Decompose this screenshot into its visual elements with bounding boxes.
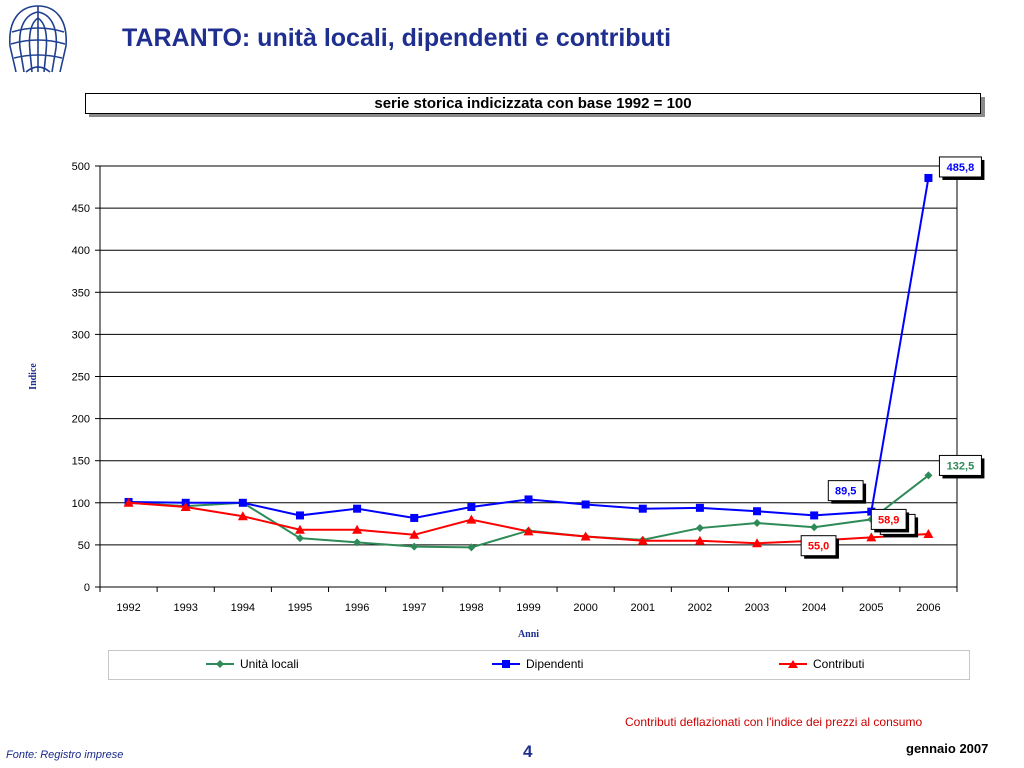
data-point-square bbox=[467, 503, 476, 512]
legend-item-contributi: Contributi bbox=[779, 657, 864, 671]
data-point-diamond bbox=[695, 524, 704, 533]
legend-item-dipendenti: Dipendenti bbox=[492, 657, 583, 671]
data-point-diamond bbox=[295, 534, 304, 543]
data-point-diamond bbox=[353, 538, 362, 547]
x-tick-label: 1997 bbox=[402, 602, 426, 614]
data-point-triangle bbox=[637, 535, 648, 545]
data-point-triangle bbox=[923, 528, 934, 538]
line-chart: 0 50 100 150 200 250 300 350 400 450 500 1992 1993 19… bbox=[28, 156, 985, 640]
chart-legend: Unità locali Dipendenti Contributi bbox=[108, 650, 970, 680]
data-point-square bbox=[581, 500, 590, 509]
data-point-triangle bbox=[694, 535, 705, 545]
data-point-square bbox=[753, 507, 762, 516]
legend-label-dipendenti: Dipendenti bbox=[526, 657, 584, 671]
x-tick-label: 2006 bbox=[916, 602, 940, 614]
legend-triangle-marker-icon bbox=[779, 660, 807, 668]
data-point-triangle bbox=[752, 538, 763, 548]
x-tick-label: 1995 bbox=[288, 602, 312, 614]
data-point-square bbox=[238, 498, 247, 507]
data-point-diamond bbox=[810, 523, 819, 532]
legend-diamond-marker-icon bbox=[206, 660, 234, 668]
x-tick-label: 2002 bbox=[688, 602, 712, 614]
legend-label-unita-locali: Unità locali bbox=[240, 657, 299, 671]
data-label-box bbox=[800, 535, 837, 557]
data-point-triangle bbox=[237, 511, 248, 521]
data-point-triangle bbox=[866, 532, 877, 542]
confindustria-logo-icon bbox=[9, 5, 67, 73]
data-point-diamond bbox=[924, 471, 933, 480]
legend-item-unita-locali: Unità locali bbox=[206, 657, 299, 671]
data-point-triangle bbox=[466, 514, 477, 524]
x-tick-label: 2003 bbox=[745, 602, 769, 614]
x-tick-label: 2005 bbox=[859, 602, 883, 614]
chart-subtitle: serie storica indicizzata con base 1992 … bbox=[85, 93, 981, 114]
x-tick-label: 1994 bbox=[231, 602, 255, 614]
legend-label-contributi: Contributi bbox=[813, 657, 865, 671]
data-point-square bbox=[410, 513, 419, 522]
y-tick-label: 50 bbox=[78, 540, 90, 552]
data-point-triangle bbox=[352, 524, 363, 534]
y-tick-label: 500 bbox=[72, 161, 90, 173]
y-tick-label: 0 bbox=[84, 582, 90, 594]
page-title: TARANTO: unità locali, dipendenti e cont… bbox=[122, 24, 672, 52]
data-point-square bbox=[638, 504, 647, 513]
y-tick-label: 150 bbox=[72, 456, 90, 468]
y-tick-label: 400 bbox=[72, 245, 90, 257]
data-label: 55,0 bbox=[808, 541, 829, 553]
x-tick-label: 1996 bbox=[345, 602, 369, 614]
page-number: 4 bbox=[523, 742, 533, 761]
data-point-triangle bbox=[523, 526, 534, 536]
y-tick-label: 450 bbox=[72, 203, 90, 215]
data-point-triangle bbox=[409, 529, 420, 539]
data-point-triangle bbox=[294, 524, 305, 534]
data-point-triangle bbox=[580, 531, 591, 541]
data-point-square bbox=[295, 511, 304, 520]
y-axis-title: Indice bbox=[28, 363, 39, 390]
x-tick-label: 2000 bbox=[573, 602, 597, 614]
y-tick-label: 200 bbox=[72, 414, 90, 426]
footnote-contributi: Contributi deflazionati con l'indice dei… bbox=[625, 715, 923, 729]
y-tick-label: 300 bbox=[72, 329, 90, 341]
y-tick-label: 250 bbox=[72, 372, 90, 384]
source-note: Fonte: Registro imprese bbox=[6, 749, 124, 761]
data-point-diamond bbox=[753, 519, 762, 528]
data-label: 132,5 bbox=[947, 460, 975, 472]
data-point-square bbox=[353, 504, 362, 513]
y-tick-label: 350 bbox=[72, 287, 90, 299]
date-label: gennaio 2007 bbox=[906, 741, 989, 756]
x-tick-label: 2001 bbox=[631, 602, 655, 614]
x-tick-label: 2004 bbox=[802, 602, 826, 614]
data-point-square bbox=[695, 503, 704, 512]
data-label-box bbox=[938, 454, 982, 476]
data-label-box bbox=[870, 508, 907, 530]
data-label: 58,9 bbox=[878, 514, 899, 526]
x-tick-label: 1993 bbox=[173, 602, 197, 614]
data-point-triangle bbox=[123, 497, 134, 507]
data-label-box bbox=[827, 480, 864, 502]
data-label-box bbox=[938, 156, 982, 178]
data-point-diamond bbox=[467, 543, 476, 552]
data-point-square bbox=[924, 173, 933, 182]
x-tick-label: 1992 bbox=[116, 602, 140, 614]
x-tick-label: 1998 bbox=[459, 602, 483, 614]
x-axis-title: Anni bbox=[518, 629, 539, 640]
x-tick-label: 1999 bbox=[516, 602, 540, 614]
data-point-square bbox=[524, 495, 533, 504]
data-label: 89,5 bbox=[835, 486, 856, 498]
legend-square-marker-icon bbox=[492, 660, 520, 668]
data-point-triangle bbox=[180, 502, 191, 512]
y-tick-label: 100 bbox=[72, 498, 90, 510]
data-point-diamond bbox=[410, 542, 419, 551]
data-point-square bbox=[810, 511, 819, 520]
data-label: 485,8 bbox=[947, 162, 975, 174]
